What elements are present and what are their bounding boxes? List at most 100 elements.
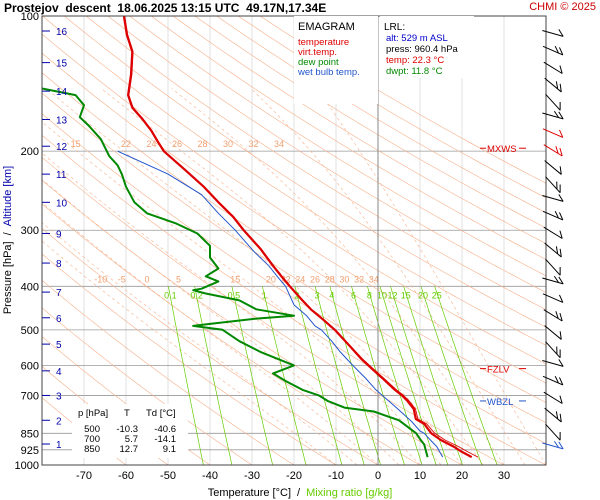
dry-adiabat (42, 156, 505, 465)
altitude-tick-label: 7 (56, 288, 62, 299)
wind-barb-flag (555, 411, 559, 419)
mixing-ratio-line (261, 286, 307, 465)
sounding-series (42, 16, 479, 459)
lrl-temp: temp: 22.3 °C (386, 55, 444, 66)
dry-adiabat (172, 16, 546, 244)
wind-barb (542, 359, 564, 367)
lrl-title: LRL: (384, 22, 405, 33)
altitude-tick-label: 11 (56, 170, 67, 181)
altitude-tick-label: 1 (56, 440, 62, 451)
mixing-ratio-line (314, 286, 365, 465)
mixing-ratio-line (434, 286, 498, 465)
level-label-fzlv: FZLV (487, 365, 510, 376)
mixing-ratio-line (329, 286, 381, 465)
y-axis-label: Pressure [hPa] / Altitude [km] (2, 166, 14, 314)
adiabat-label: 22 (121, 139, 131, 149)
wind-barb-flag (558, 111, 564, 120)
adiabat-label: 26 (310, 274, 320, 284)
wind-barb-shaft (542, 128, 564, 138)
wind-barb-flag (555, 146, 559, 154)
mixing-ratio-label: 6 (351, 290, 356, 300)
adiabat-label: 30 (339, 274, 349, 284)
lrl-box: LRL: alt: 529 m ASL press: 960.4 hPa tem… (380, 16, 474, 78)
altitude-tick-label: 10 (56, 198, 68, 209)
table-header-p: p [hPa] (78, 408, 108, 419)
x-axis-label-temperature: Temperature [°C] (208, 487, 291, 499)
legend-item-virt-temp: virt.temp. (298, 47, 337, 58)
wind-barbs (542, 29, 564, 450)
mixing-ratio-label: 0.1 (164, 290, 177, 300)
pressure-tick-label: 200 (21, 146, 39, 158)
mixing-ratio-line (294, 286, 343, 465)
adiabat-label: -10 (94, 274, 107, 284)
dry-adiabat (194, 16, 546, 229)
x-axis-label-separator: / (297, 487, 301, 499)
adiabat-label: 30 (223, 139, 233, 149)
wind-barb-flag (559, 65, 563, 74)
wind-barb-shaft (543, 391, 563, 404)
legend-box: EMAGRAM temperature virt.temp. dew point… (294, 16, 378, 104)
temperature-tick-label: 30 (498, 470, 510, 482)
wind-barb-shaft (542, 45, 564, 56)
wind-barb-flag (559, 431, 561, 441)
altitude-tick-label: 12 (56, 142, 68, 153)
wind-barb-flag (559, 184, 561, 193)
dry-adiabat (85, 16, 546, 311)
wind-barb (542, 194, 564, 202)
wind-barb-flag (559, 413, 562, 423)
wind-barb-shaft (542, 210, 564, 221)
wind-barb-shaft (542, 277, 564, 285)
moist-adiabat (250, 88, 526, 465)
mixing-ratio-lines (168, 286, 498, 465)
temperature-tick-label: 0 (375, 470, 381, 482)
wind-barb-flag (555, 81, 559, 89)
wind-barb (542, 210, 564, 221)
mixing-ratio-label: 0.5 (228, 290, 241, 300)
wind-barb-shaft (543, 226, 563, 239)
dry-adiabat (151, 16, 546, 260)
y-axis-label-separator: / (2, 231, 14, 235)
x-axis-label-mixing: Mixing ratio [g/kg] (306, 487, 392, 499)
wind-barb-shaft (545, 341, 561, 359)
table-row-850-p: 850 (84, 444, 100, 455)
adiabat-label: 28 (197, 139, 207, 149)
wind-barb-flag (559, 266, 561, 276)
wind-barb (544, 407, 562, 423)
altitude-tick-label: 5 (56, 340, 62, 351)
adiabat-label: 15 (230, 274, 240, 284)
pressure-tick-label: 850 (21, 428, 39, 440)
table-header-t: T (124, 408, 130, 419)
wind-barb-shaft (542, 30, 564, 37)
wind-barb-flag (558, 441, 564, 450)
wind-barb-shaft (544, 77, 562, 93)
level-markers: MXWS FZLV WBZL (480, 144, 526, 408)
station-name: Prostejov (4, 1, 59, 15)
wind-barb (544, 242, 562, 258)
dry-adiabat (216, 16, 546, 214)
dry-adiabat (64, 16, 546, 328)
table-header-td: Td [°C] (146, 408, 176, 419)
table-row-850-td: 9.1 (163, 444, 176, 455)
wind-barb-shaft (545, 93, 561, 111)
temperature-tick-label: -20 (286, 470, 302, 482)
adiabat-label: 24 (146, 139, 156, 149)
mixing-ratio-label: 12 (387, 290, 397, 300)
legend-item-temperature: temperature (298, 37, 349, 48)
wind-barb-shaft (542, 195, 564, 202)
wind-barb-flag (554, 375, 559, 383)
dry-adiabat (42, 33, 546, 365)
sounding-datetime: 18.06.2025 13:15 UTC (117, 1, 240, 15)
wind-barb (545, 258, 561, 276)
adiabat-label: 28 (325, 274, 335, 284)
adiabat-label: 15 (71, 139, 81, 149)
wind-barb (543, 391, 563, 404)
pressure-tick-label: 300 (21, 225, 39, 237)
wind-barb-flag (559, 212, 564, 221)
temperature-tick-label: -70 (76, 470, 92, 482)
pressure-tick-label: 500 (21, 325, 39, 337)
wind-barb-flag (559, 166, 562, 175)
adiabat-label: 34 (274, 139, 284, 149)
table-row-700-t: 5.7 (125, 434, 138, 445)
wind-barb (543, 226, 563, 239)
mixing-ratio-line (367, 286, 423, 465)
